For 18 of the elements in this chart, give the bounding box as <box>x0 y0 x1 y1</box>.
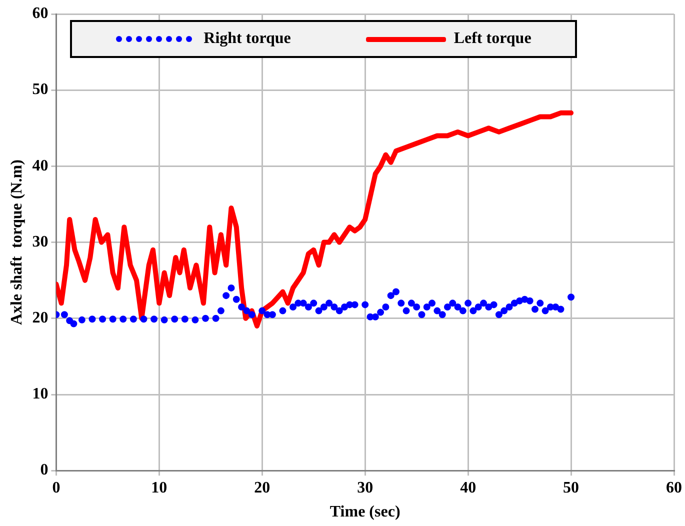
x-tick-label: 40 <box>460 479 476 496</box>
y-tick-label: 0 <box>40 462 48 479</box>
y-axis-title: Axle shaft torque (N.m) <box>8 160 26 326</box>
x-tick-label: 10 <box>151 479 168 496</box>
x-tick-label: 60 <box>666 479 682 496</box>
x-tick-label: 50 <box>563 479 580 496</box>
x-tick-label: 0 <box>52 479 60 496</box>
legend-label: Right torque <box>204 30 291 48</box>
legend-label: Left torque <box>454 30 532 48</box>
y-tick-label: 60 <box>32 5 48 22</box>
y-tick-label: 40 <box>32 157 48 174</box>
x-tick-label: 20 <box>254 479 270 496</box>
x-tick-label: 30 <box>357 479 374 496</box>
y-tick-label: 30 <box>32 233 48 250</box>
y-tick-label: 10 <box>32 386 48 403</box>
y-tick-label: 50 <box>32 81 48 98</box>
y-tick-label: 20 <box>32 310 48 327</box>
x-axis-title: Time (sec) <box>330 504 400 521</box>
